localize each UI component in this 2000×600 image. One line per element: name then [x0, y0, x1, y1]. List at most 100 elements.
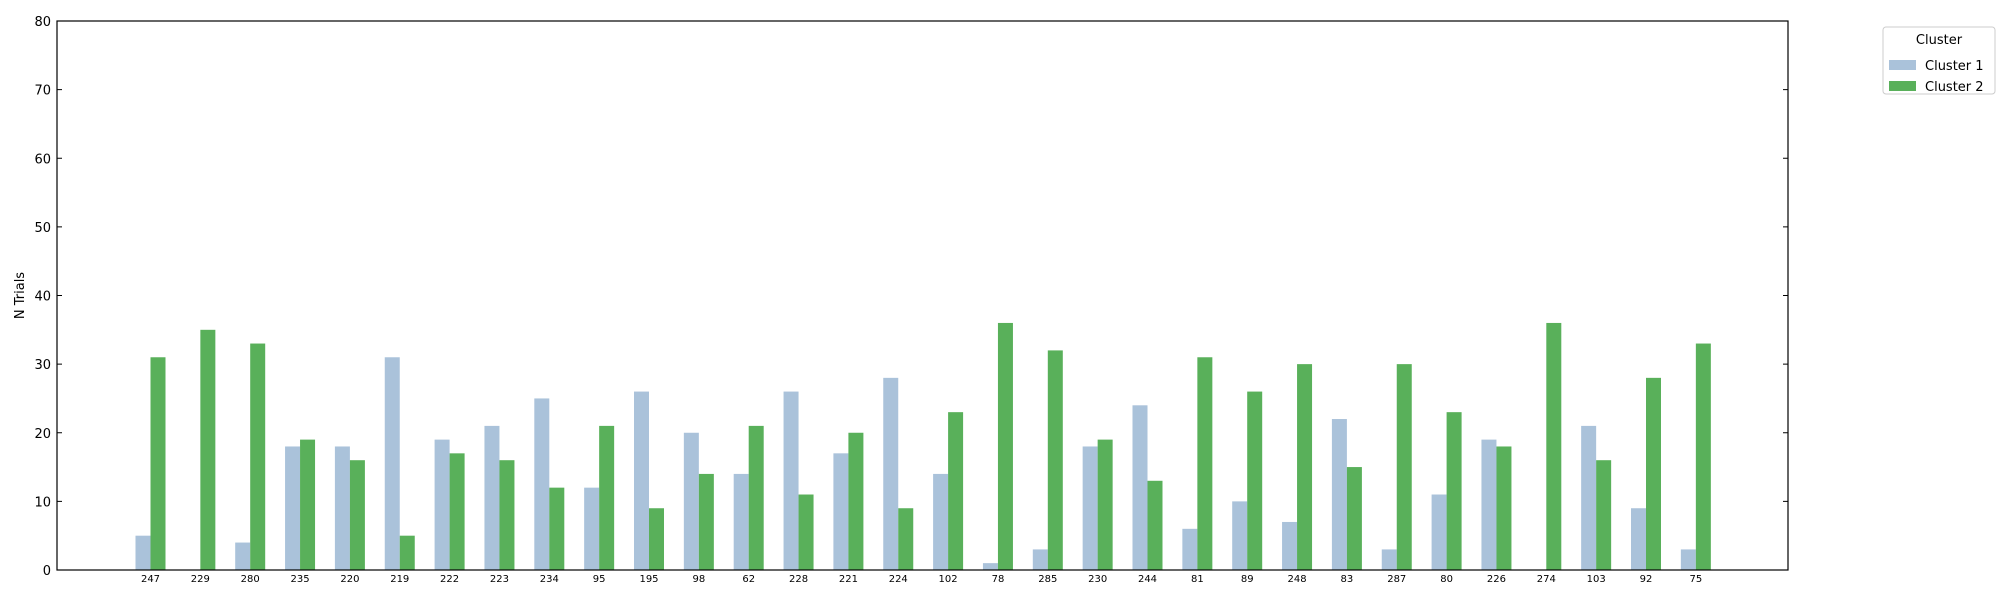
x-tick-label: 81 [1191, 574, 1204, 585]
plot-frame [56, 20, 1789, 571]
legend-label: Cluster 2 [1925, 80, 1984, 95]
x-tick-label: 223 [490, 574, 509, 585]
y-tick-label: 0 [43, 564, 51, 579]
bar-cluster-1-234 [534, 398, 550, 570]
x-tick-label: 244 [1138, 574, 1157, 585]
bar-cluster-1-78 [982, 563, 998, 570]
x-tick-label: 274 [1537, 574, 1556, 585]
bar-cluster-1-220 [334, 446, 350, 570]
bar-cluster-2-230 [1097, 439, 1113, 570]
bars-layer [135, 322, 1711, 570]
x-tick-label: 80 [1440, 574, 1453, 585]
x-tick-label: 220 [340, 574, 359, 585]
bar-cluster-1-280 [235, 542, 251, 570]
bar-cluster-1-224 [883, 377, 899, 570]
bar-cluster-1-244 [1132, 405, 1148, 570]
bar-cluster-2-221 [848, 432, 864, 570]
x-tick-label: 235 [291, 574, 310, 585]
bar-cluster-1-248 [1282, 521, 1298, 570]
bar-cluster-1-92 [1631, 508, 1646, 570]
x-tick-label: 234 [540, 574, 559, 585]
bar-cluster-2-274 [1546, 322, 1562, 570]
bar-cluster-2-81 [1197, 357, 1213, 570]
bar-cluster-2-235 [300, 439, 316, 570]
bar-cluster-2-83 [1346, 467, 1362, 570]
bar-cluster-2-102 [948, 412, 964, 570]
bar-cluster-1-195 [634, 391, 649, 570]
bar-cluster-2-80 [1446, 412, 1462, 570]
bar-cluster-2-62 [748, 425, 764, 570]
legend-box [1882, 26, 1996, 95]
bar-cluster-2-234 [549, 487, 565, 570]
x-tick-label: 228 [789, 574, 808, 585]
x-tick-label: 222 [440, 574, 459, 585]
bar-cluster-1-222 [434, 439, 450, 570]
bar-cluster-1-75 [1680, 549, 1696, 570]
x-tick-label: 219 [390, 574, 409, 585]
x-tick-label: 92 [1640, 574, 1653, 585]
y-tick-label: 30 [34, 358, 51, 373]
x-tick-label: 224 [889, 574, 908, 585]
y-tick-label: 20 [34, 427, 51, 442]
y-tick-label: 10 [34, 495, 51, 510]
x-tick-label: 247 [141, 574, 160, 585]
y-tick-label: 40 [34, 290, 51, 305]
bar-cluster-2-89 [1247, 391, 1263, 570]
bar-cluster-2-223 [499, 460, 515, 570]
y-axis: 0 10 20 30 40 50 60 70 80 [34, 15, 1788, 579]
x-tick-label: 95 [593, 574, 606, 585]
x-tick-label: 103 [1587, 574, 1606, 585]
x-axis: 247 229 280 235 220 219 222 223 234 95 195 98 62 228 2… [141, 574, 1702, 585]
bar-cluster-2-92 [1646, 377, 1661, 570]
bar-cluster-2-95 [599, 425, 615, 570]
x-tick-label: 89 [1241, 574, 1254, 585]
x-tick-label: 221 [839, 574, 858, 585]
x-tick-label: 287 [1387, 574, 1406, 585]
bar-cluster-1-89 [1232, 501, 1248, 570]
bar-cluster-1-247 [135, 535, 151, 570]
x-tick-label: 78 [992, 574, 1005, 585]
x-tick-label: 248 [1288, 574, 1307, 585]
bar-cluster-2-285 [1047, 350, 1063, 570]
legend-title: Cluster [1916, 33, 1963, 48]
bar-cluster-2-195 [649, 508, 664, 570]
legend-swatch [1889, 60, 1916, 70]
bar-cluster-2-228 [798, 494, 814, 570]
bar-cluster-1-103 [1581, 425, 1597, 570]
bar-cluster-2-219 [399, 535, 415, 570]
bar-cluster-1-102 [933, 473, 949, 570]
x-tick-label: 280 [241, 574, 260, 585]
bar-cluster-2-222 [449, 453, 465, 570]
legend-swatch [1889, 81, 1916, 91]
x-tick-label: 83 [1341, 574, 1354, 585]
y-tick-label: 50 [34, 221, 51, 236]
y-tick-label: 60 [34, 152, 51, 167]
bar-cluster-1-235 [285, 446, 301, 570]
bar-cluster-2-75 [1695, 343, 1711, 570]
bar-cluster-1-285 [1032, 549, 1048, 570]
x-tick-label: 75 [1689, 574, 1702, 585]
bar-cluster-2-224 [898, 508, 914, 570]
x-tick-label: 102 [939, 574, 958, 585]
bar-cluster-2-247 [150, 357, 166, 570]
bar-cluster-1-219 [384, 357, 400, 570]
legend: Cluster Cluster 1 Cluster 2 [1882, 26, 1996, 95]
bar-cluster-1-81 [1182, 528, 1198, 570]
bar-cluster-1-62 [733, 473, 749, 570]
x-tick-label: 62 [742, 574, 755, 585]
bar-cluster-1-221 [833, 453, 849, 570]
bar-cluster-2-280 [250, 343, 266, 570]
bar-cluster-2-248 [1297, 364, 1313, 570]
y-axis-label: N Trials [13, 272, 28, 319]
x-tick-label: 226 [1487, 574, 1506, 585]
bar-cluster-2-226 [1496, 446, 1512, 570]
legend-label: Cluster 1 [1925, 59, 1984, 74]
bar-cluster-2-220 [349, 460, 365, 570]
bar-cluster-1-226 [1481, 439, 1497, 570]
x-tick-label: 285 [1038, 574, 1057, 585]
bar-cluster-1-95 [584, 487, 600, 570]
bar-cluster-2-229 [200, 329, 216, 570]
bar-cluster-1-223 [484, 425, 500, 570]
bar-cluster-2-98 [698, 473, 714, 570]
